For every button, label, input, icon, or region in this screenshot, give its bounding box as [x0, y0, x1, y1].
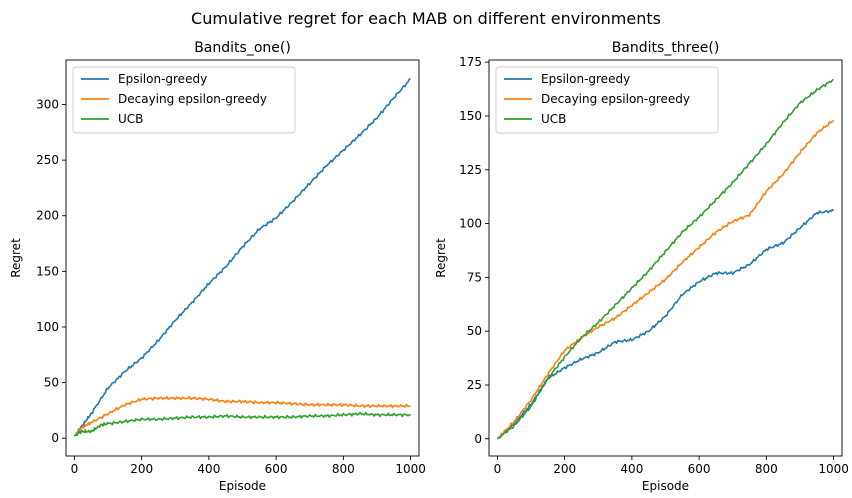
- x-tick-label: 800: [755, 462, 778, 476]
- y-tick-label: 125: [459, 163, 482, 177]
- legend-box: [72, 66, 296, 134]
- series-line-ucb: [496, 78, 835, 440]
- subplot-right: Bandits_three() 0 200 400 600 800 1000 0 25 50 75 1…: [434, 40, 849, 493]
- y-axis-label: Regret: [9, 238, 23, 278]
- figure-suptitle: Cumulative regret for each MAB on differ…: [191, 9, 661, 28]
- series-line-ucb: [73, 411, 411, 437]
- y-tick-label: 0: [474, 432, 482, 446]
- y-tick-label: 150: [459, 109, 482, 123]
- y-tick-label: 50: [44, 376, 59, 390]
- y-tick-label: 50: [467, 324, 482, 338]
- y-tick-label: 0: [51, 431, 59, 445]
- y-tick-label: 300: [36, 97, 59, 111]
- legend-label: UCB: [541, 112, 566, 126]
- x-tick-label: 200: [553, 462, 576, 476]
- subplot-left: Bandits_one() 0 200 400 600 800 1000 0 50 100 150 2…: [9, 40, 426, 493]
- x-tick-label: 400: [620, 462, 643, 476]
- axes-frame: [65, 59, 420, 457]
- legend-label: Decaying epsilon-greedy: [118, 92, 267, 106]
- y-tick-label: 250: [36, 153, 59, 167]
- y-tick-label: 175: [459, 55, 482, 69]
- subplot-title: Bandits_three(): [612, 40, 720, 56]
- series-line-decaying-epsilon-greedy: [73, 395, 411, 437]
- series-line-epsilon-greedy: [496, 208, 835, 440]
- legend-box: [495, 66, 719, 134]
- legend-label: Epsilon-greedy: [541, 72, 630, 86]
- x-tick-label: 800: [332, 462, 355, 476]
- y-tick-label: 200: [36, 209, 59, 223]
- x-tick-label: 1000: [818, 462, 849, 476]
- legend-label: Decaying epsilon-greedy: [541, 92, 690, 106]
- y-axis-label: Regret: [434, 238, 448, 278]
- legend-label: UCB: [118, 112, 143, 126]
- x-tick-label: 1000: [395, 462, 426, 476]
- axes-frame: [488, 59, 843, 457]
- x-tick-label: 0: [494, 462, 502, 476]
- y-tick-label: 150: [36, 264, 59, 278]
- x-axis-label: Episode: [642, 479, 689, 493]
- y-tick-label: 75: [467, 270, 482, 284]
- series-line-epsilon-greedy: [73, 78, 411, 437]
- y-tick-label: 25: [467, 378, 482, 392]
- x-tick-label: 0: [71, 462, 79, 476]
- subplot-title: Bandits_one(): [194, 40, 291, 56]
- legend-label: Epsilon-greedy: [118, 72, 207, 86]
- y-tick-label: 100: [36, 320, 59, 334]
- x-tick-label: 200: [130, 462, 153, 476]
- series-line-decaying-epsilon-greedy: [496, 119, 835, 440]
- y-tick-label: 100: [459, 217, 482, 231]
- x-tick-label: 600: [688, 462, 711, 476]
- x-tick-label: 600: [265, 462, 288, 476]
- x-tick-label: 400: [197, 462, 220, 476]
- x-axis-label: Episode: [219, 479, 266, 493]
